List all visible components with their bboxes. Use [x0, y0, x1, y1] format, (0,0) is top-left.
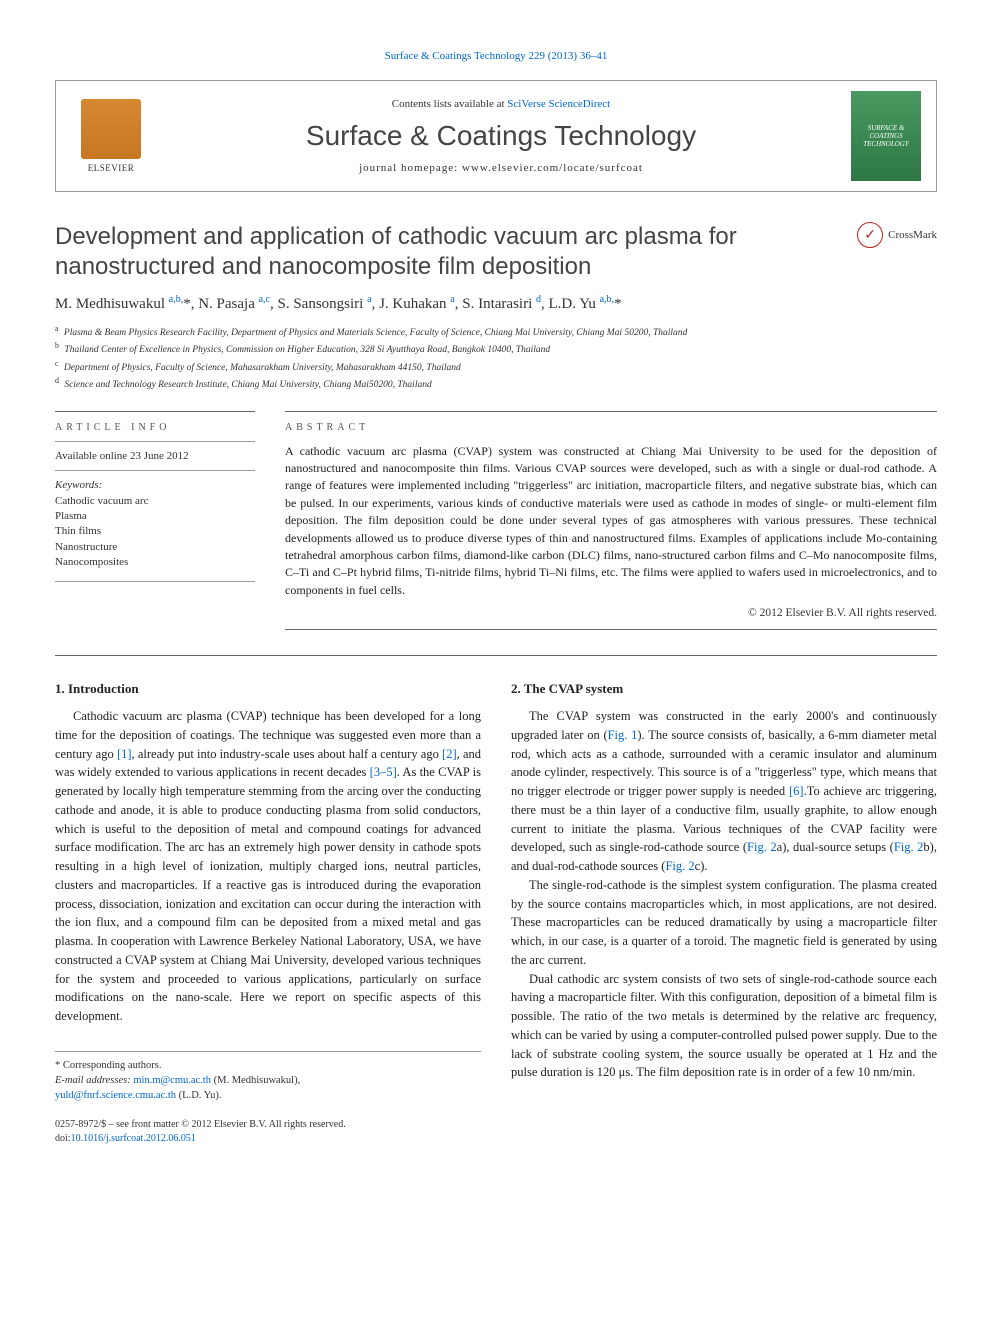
email1-name: (M. Medhisuwakul),: [211, 1075, 300, 1086]
contents-prefix: Contents lists available at: [392, 98, 507, 110]
citation-header: Surface & Coatings Technology 229 (2013)…: [55, 50, 937, 62]
affiliation-line: a Plasma & Beam Physics Research Facilit…: [55, 323, 937, 340]
email2-link[interactable]: yuld@fnrf.science.cmu.ac.th: [55, 1090, 176, 1101]
header-center: Contents lists available at SciVerse Sci…: [151, 98, 851, 174]
info-divider: [55, 441, 255, 442]
article-info-header: ARTICLE INFO: [55, 422, 255, 433]
body-columns: 1. Introduction Cathodic vacuum arc plas…: [55, 681, 937, 1145]
intro-paragraph: Cathodic vacuum arc plasma (CVAP) techni…: [55, 707, 481, 1026]
issn-line: 0257-8972/$ – see front matter © 2012 El…: [55, 1118, 481, 1132]
crossmark-label: CrossMark: [888, 229, 937, 241]
contents-line: Contents lists available at SciVerse Sci…: [151, 98, 851, 110]
homepage-prefix: journal homepage:: [359, 162, 462, 174]
sciencedirect-link[interactable]: SciVerse ScienceDirect: [507, 98, 610, 110]
affiliation-line: b Thailand Center of Excellence in Physi…: [55, 340, 937, 357]
keywords-list: Cathodic vacuum arcPlasmaThin filmsNanos…: [55, 494, 255, 571]
title-row: Development and application of cathodic …: [55, 222, 937, 282]
affiliation-line: d Science and Technology Research Instit…: [55, 375, 937, 392]
email-line-2: yuld@fnrf.science.cmu.ac.th (L.D. Yu).: [55, 1088, 481, 1103]
abstract-copyright: © 2012 Elsevier B.V. All rights reserved…: [285, 607, 937, 619]
homepage-url: www.elsevier.com/locate/surfcoat: [462, 162, 643, 174]
crossmark-badge[interactable]: ✓ CrossMark: [857, 222, 937, 248]
citation-link[interactable]: Surface & Coatings Technology 229 (2013)…: [385, 50, 608, 62]
email2-name: (L.D. Yu).: [176, 1090, 221, 1101]
keyword: Cathodic vacuum arc: [55, 494, 255, 509]
cvap-p1: The CVAP system was constructed in the e…: [511, 707, 937, 876]
article-info-block: ARTICLE INFO Available online 23 June 20…: [55, 411, 255, 631]
available-online: Available online 23 June 2012: [55, 450, 255, 462]
homepage-line: journal homepage: www.elsevier.com/locat…: [151, 162, 851, 174]
body-top-rule: [55, 655, 937, 656]
info-abstract-row: ARTICLE INFO Available online 23 June 20…: [55, 411, 937, 631]
abstract-block: ABSTRACT A cathodic vacuum arc plasma (C…: [285, 411, 937, 631]
right-column: 2. The CVAP system The CVAP system was c…: [511, 681, 937, 1145]
journal-title: Surface & Coatings Technology: [151, 120, 851, 152]
affiliations-block: a Plasma & Beam Physics Research Facilit…: [55, 323, 937, 393]
doi-label: doi:: [55, 1133, 71, 1144]
cover-text: SURFACE & COATINGS TECHNOLOGY: [855, 124, 917, 148]
doi-link[interactable]: 10.1016/j.surfcoat.2012.06.051: [71, 1133, 196, 1144]
elsevier-tree-icon: [81, 99, 141, 159]
footnotes-block: * Corresponding authors. E-mail addresse…: [55, 1051, 481, 1104]
corresponding-note: * Corresponding authors.: [55, 1058, 481, 1073]
abstract-bottom-rule: [285, 629, 937, 630]
left-column: 1. Introduction Cathodic vacuum arc plas…: [55, 681, 481, 1145]
publisher-name: ELSEVIER: [88, 163, 135, 173]
authors-line: M. Medhisuwakul a,b,*, N. Pasaja a,c, S.…: [55, 294, 937, 313]
keywords-label: Keywords:: [55, 479, 255, 491]
email1-link[interactable]: min.m@cmu.ac.th: [133, 1075, 211, 1086]
doi-line: doi:10.1016/j.surfcoat.2012.06.051: [55, 1132, 481, 1146]
info-divider: [55, 470, 255, 471]
keyword: Nanostructure: [55, 540, 255, 555]
abstract-text: A cathodic vacuum arc plasma (CVAP) syst…: [285, 443, 937, 600]
email-label: E-mail addresses:: [55, 1075, 133, 1086]
keyword: Plasma: [55, 509, 255, 524]
abstract-header: ABSTRACT: [285, 422, 937, 433]
cvap-p3: Dual cathodic arc system consists of two…: [511, 970, 937, 1083]
info-divider: [55, 581, 255, 582]
journal-header: ELSEVIER Contents lists available at Sci…: [55, 80, 937, 192]
email-line: E-mail addresses: min.m@cmu.ac.th (M. Me…: [55, 1073, 481, 1088]
doi-block: 0257-8972/$ – see front matter © 2012 El…: [55, 1118, 481, 1146]
publisher-logo: ELSEVIER: [71, 91, 151, 181]
section-2-heading: 2. The CVAP system: [511, 681, 937, 697]
keyword: Nanocomposites: [55, 555, 255, 570]
article-title: Development and application of cathodic …: [55, 222, 857, 282]
cvap-p2: The single-rod-cathode is the simplest s…: [511, 876, 937, 970]
affiliation-line: c Department of Physics, Faculty of Scie…: [55, 358, 937, 375]
crossmark-icon: ✓: [857, 222, 883, 248]
journal-cover-thumb: SURFACE & COATINGS TECHNOLOGY: [851, 91, 921, 181]
keyword: Thin films: [55, 524, 255, 539]
section-1-heading: 1. Introduction: [55, 681, 481, 697]
